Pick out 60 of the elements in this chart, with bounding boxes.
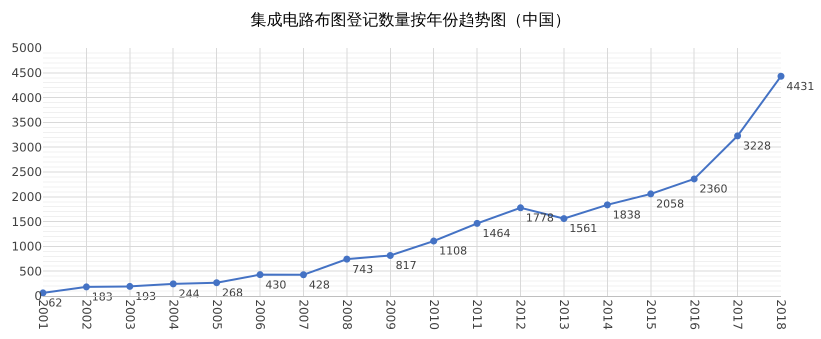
point [430, 238, 438, 245]
data-label: 1561 [569, 222, 598, 236]
point [82, 283, 90, 290]
y-tick-label: 1000 [11, 240, 42, 254]
chart-title: 集成电路布图登记数量按年份趋势图（中国） [250, 10, 570, 29]
y-tick-label: 1500 [11, 214, 42, 229]
y-tick-label: 3500 [11, 116, 42, 130]
data-label: 4431 [786, 80, 814, 93]
point [734, 132, 742, 140]
y-tick-label: 3000 [11, 140, 42, 154]
x-tick-label: 2003 [122, 299, 137, 330]
x-tick-label: 2002 [80, 299, 94, 330]
data-label: 1778 [526, 211, 554, 224]
y-tick-label: 4500 [11, 66, 42, 80]
point [647, 190, 654, 198]
point [604, 201, 611, 208]
x-tick-label: 2015 [644, 299, 658, 330]
point [126, 282, 134, 290]
point [343, 256, 350, 263]
data-label: 1838 [612, 208, 641, 222]
y-tick-label: 2000 [11, 190, 42, 204]
x-tick-label: 2017 [730, 299, 745, 330]
x-tick-label: 2018 [774, 299, 788, 330]
x-tick-label: 2009 [383, 299, 398, 330]
x-tick-label: 2016 [687, 299, 702, 330]
point [386, 252, 394, 259]
point [517, 204, 524, 212]
point [300, 271, 307, 278]
x-tick-label: 2012 [514, 299, 528, 330]
x-tick-label: 2008 [340, 299, 354, 330]
point [690, 175, 698, 182]
x-tick-label: 2010 [426, 299, 441, 330]
data-label: 430 [265, 278, 286, 292]
x-tick-label: 2013 [557, 299, 572, 330]
y-tick-label: 2500 [11, 165, 42, 180]
data-label: 817 [396, 259, 417, 272]
data-label: 2058 [656, 198, 684, 211]
x-tick-label: 2006 [253, 299, 268, 330]
data-label: 743 [352, 262, 374, 276]
x-tick-label: 2007 [296, 299, 311, 330]
y-tick-label: 5000 [11, 41, 42, 56]
x-tick-label: 2001 [36, 299, 50, 330]
data-label: 2360 [700, 182, 728, 196]
point [778, 72, 784, 80]
y-tick-label: 500 [19, 264, 42, 278]
data-label: 3228 [742, 140, 771, 153]
data-label: 428 [308, 278, 330, 292]
x-tick-label: 2004 [166, 299, 180, 330]
x-tick-label: 2011 [470, 299, 484, 330]
point [256, 271, 264, 278]
point [560, 215, 568, 222]
y-tick-label: 4000 [11, 90, 42, 105]
data-label: 1464 [482, 227, 510, 240]
point [474, 220, 481, 227]
point [213, 279, 220, 286]
x-tick-label: 2005 [210, 299, 224, 330]
point [170, 280, 177, 288]
data-label: 1108 [439, 244, 468, 258]
x-tick-label: 2014 [600, 299, 614, 330]
data-label: 62 [48, 296, 62, 310]
